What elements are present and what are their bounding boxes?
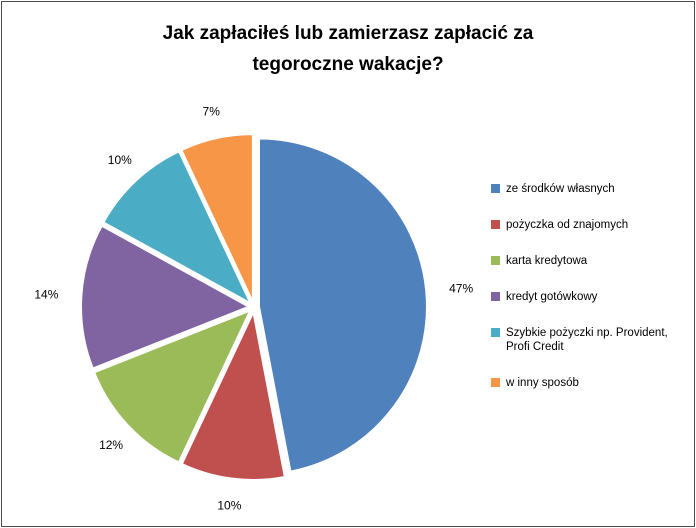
legend-label-6: w inny sposób [506, 377, 579, 389]
chart-title: Jak zapłaciłeś lub zamierzasz zapłacić z… [2, 18, 694, 80]
pie-slice-label-4: 14% [34, 288, 58, 302]
pie-slice-6 [180, 133, 254, 304]
pie-slice-4 [80, 224, 251, 370]
legend-item-4: kredyt gotówkowy [491, 290, 683, 304]
legend-swatch-3 [491, 256, 500, 265]
pie-slice-label-1: 47% [449, 282, 473, 296]
chart-title-line1: Jak zapłaciłeś lub zamierzasz zapłacić z… [162, 23, 534, 44]
legend-item-1: ze środków własnych [491, 182, 683, 196]
pie-slice-2 [180, 310, 286, 481]
pie-slice-3 [93, 309, 252, 464]
pie-slice-label-6: 7% [203, 105, 221, 119]
legend-swatch-2 [491, 220, 500, 229]
legend-item-2: pożyczka od znajomych [491, 218, 683, 232]
legend-swatch-5 [491, 328, 500, 337]
legend-label-5: Szybkie pożyczki np. Provident, Profi Cr… [506, 327, 668, 353]
legend-label-2: pożyczka od znajomych [506, 219, 629, 231]
legend-item-3: karta kredytowa [491, 254, 683, 268]
legend-label-1: ze środków własnych [506, 183, 615, 195]
legend-item-6: w inny sposób [491, 376, 683, 390]
pie-slice-5 [102, 150, 252, 305]
pie-slice-1 [257, 137, 428, 473]
pie-slice-label-2: 10% [217, 499, 241, 513]
chart-legend: ze środków własnych pożyczka od znajomych… [491, 182, 683, 390]
legend-label-4: kredyt gotówkowy [506, 291, 598, 303]
chart-title-line2: tegoroczne wakacje? [252, 54, 444, 75]
legend-swatch-1 [491, 184, 500, 193]
legend-swatch-4 [491, 292, 500, 301]
pie-slice-label-3: 12% [99, 438, 123, 452]
legend-label-3: karta kredytowa [506, 255, 588, 267]
legend-swatch-6 [491, 378, 500, 387]
legend-item-5: Szybkie pożyczki np. Provident, Profi Cr… [491, 326, 683, 354]
pie-slice-label-5: 10% [108, 153, 132, 167]
